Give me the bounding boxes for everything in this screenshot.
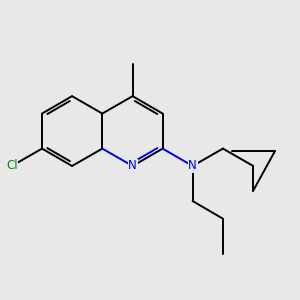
- Text: N: N: [128, 160, 137, 172]
- Text: N: N: [188, 160, 197, 172]
- Text: Cl: Cl: [6, 160, 18, 172]
